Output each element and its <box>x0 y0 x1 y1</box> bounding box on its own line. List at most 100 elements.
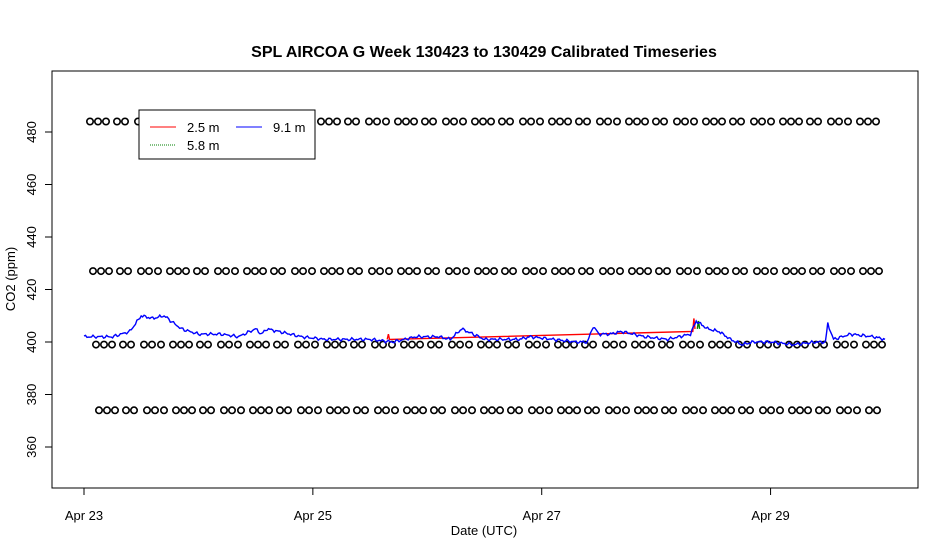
calibration-marker <box>852 406 861 415</box>
calibration-marker <box>698 406 707 415</box>
series-layer <box>83 313 886 347</box>
calibration-marker <box>657 340 666 349</box>
calibration-marker <box>277 267 286 276</box>
calibration-marker <box>689 117 698 126</box>
y-tick-label: 420 <box>24 279 39 301</box>
calibration-marker <box>834 117 843 126</box>
calibration-marker <box>832 340 841 349</box>
marker-layer <box>86 117 886 415</box>
calibration-marker <box>458 117 467 126</box>
calibration-marker <box>296 406 305 415</box>
series-line-9-1-m <box>83 313 886 347</box>
calibration-marker <box>609 340 618 349</box>
calibration-marker <box>418 406 427 415</box>
calibration-marker <box>595 117 604 126</box>
calibration-marker <box>390 406 399 415</box>
calibration-marker <box>822 406 831 415</box>
calibration-marker <box>826 117 835 126</box>
calibration-marker <box>710 406 719 415</box>
calibration-marker <box>760 267 769 276</box>
calibration-marker <box>805 117 814 126</box>
legend-box <box>138 109 316 160</box>
calibration-marker <box>464 340 473 349</box>
calibration-marker <box>511 340 520 349</box>
calibration-marker <box>635 267 644 276</box>
calibration-marker <box>256 406 265 415</box>
calibration-marker <box>409 117 418 126</box>
calibration-marker <box>108 340 117 349</box>
calibration-marker <box>254 340 263 349</box>
calibration-marker <box>662 267 671 276</box>
calibration-marker <box>766 117 775 126</box>
calibration-marker <box>855 117 864 126</box>
calibration-marker <box>222 267 231 276</box>
calibration-marker <box>521 267 530 276</box>
calibration-marker <box>441 117 450 126</box>
calibration-marker <box>541 340 550 349</box>
calibration-marker <box>434 340 443 349</box>
calibration-marker <box>766 406 775 415</box>
calibration-marker <box>325 406 334 415</box>
calibration-marker <box>307 267 316 276</box>
calibration-marker <box>473 267 482 276</box>
calibration-marker <box>467 406 476 415</box>
legend-label-2-5m: 2.5 m <box>187 120 220 135</box>
calibration-marker <box>497 117 506 126</box>
calibration-marker <box>500 267 509 276</box>
calibration-marker <box>492 340 501 349</box>
calibration-marker <box>787 406 796 415</box>
calibration-marker <box>588 340 597 349</box>
calibration-marker <box>381 406 390 415</box>
calibration-marker <box>396 267 405 276</box>
calibration-marker <box>538 267 547 276</box>
calibration-marker <box>346 267 355 276</box>
calibration-marker <box>431 267 440 276</box>
calibration-marker <box>553 340 562 349</box>
calibration-marker <box>758 406 767 415</box>
x-axis-label: Date (UTC) <box>451 523 517 538</box>
calibration-marker <box>428 117 437 126</box>
calibration-marker <box>89 267 98 276</box>
calibration-marker <box>204 340 213 349</box>
calibration-marker <box>837 267 846 276</box>
calibration-marker <box>535 117 544 126</box>
calibration-marker <box>338 340 347 349</box>
calibration-marker <box>486 117 495 126</box>
calibration-marker <box>778 117 787 126</box>
calibration-marker <box>840 340 849 349</box>
calibration-marker <box>630 340 639 349</box>
calibration-marker <box>258 267 267 276</box>
calibration-marker <box>564 406 573 415</box>
calibration-marker <box>665 340 674 349</box>
calibration-marker <box>863 117 872 126</box>
x-axis: Apr 23 Apr 25 Apr 27 Apr 29 <box>65 487 790 523</box>
calibration-marker <box>601 340 610 349</box>
calibration-marker <box>769 267 778 276</box>
calibration-marker <box>116 267 125 276</box>
y-tick-label: 400 <box>24 331 39 353</box>
calibration-marker <box>145 267 154 276</box>
calibration-marker <box>151 406 160 415</box>
calibration-marker <box>111 406 120 415</box>
calibration-marker <box>310 340 319 349</box>
y-tick-label: 460 <box>24 174 39 196</box>
calibration-marker <box>675 267 684 276</box>
calibration-marker <box>871 117 880 126</box>
calibration-marker <box>415 340 424 349</box>
calibration-marker <box>364 117 373 126</box>
calibration-marker <box>458 406 467 415</box>
calibration-marker <box>874 267 883 276</box>
calibration-marker <box>140 340 149 349</box>
calibration-marker <box>423 267 432 276</box>
calibration-marker <box>201 267 210 276</box>
calibration-marker <box>866 267 875 276</box>
calibration-marker <box>606 267 615 276</box>
y-tick-label: 360 <box>24 436 39 458</box>
calibration-marker <box>86 117 95 126</box>
calibration-marker <box>547 117 556 126</box>
calibration-marker <box>561 340 570 349</box>
calibration-marker <box>518 117 527 126</box>
calibration-marker <box>121 117 130 126</box>
calibration-marker <box>481 267 490 276</box>
calibration-marker <box>188 406 197 415</box>
